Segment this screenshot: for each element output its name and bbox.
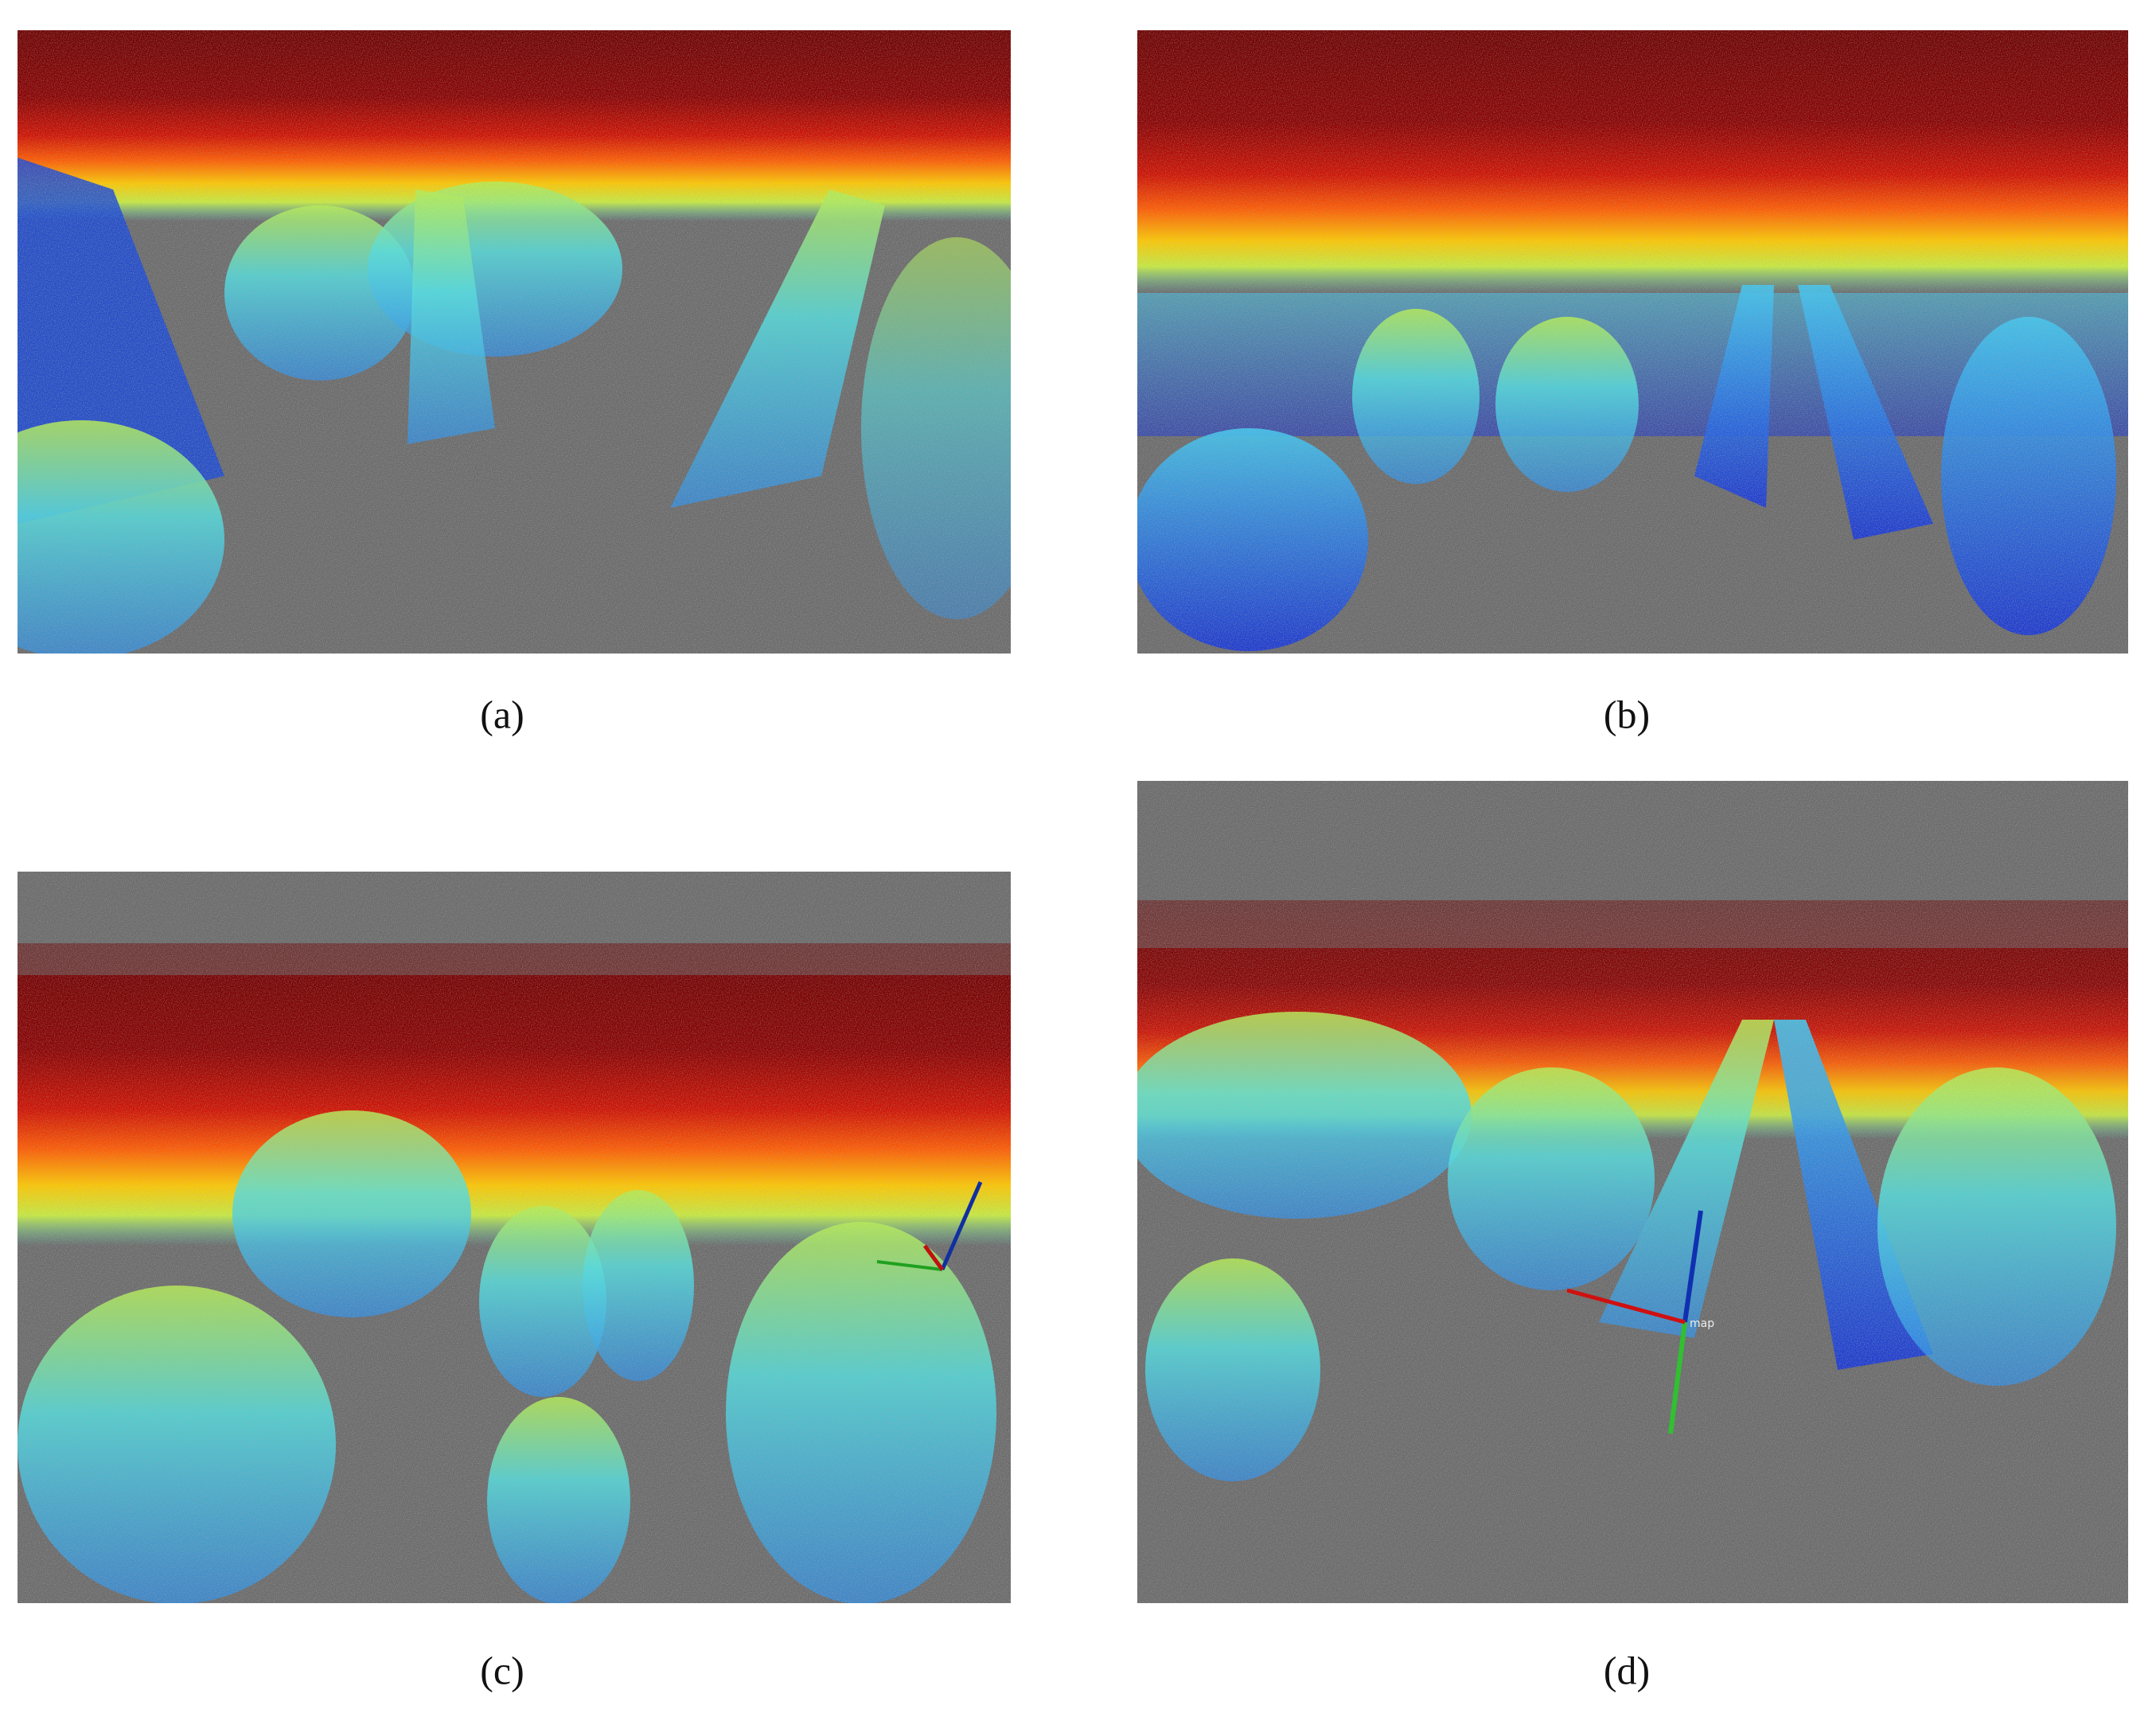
- panel-label: (b): [1604, 692, 1650, 736]
- panel-label: (a): [480, 692, 524, 736]
- panel-image: map: [1137, 781, 2128, 1603]
- axis-annotation: map: [1690, 1317, 1714, 1330]
- panel-image: [1137, 30, 2128, 654]
- panel-label: (c): [480, 1648, 524, 1692]
- panel-image: [18, 30, 1011, 654]
- panel-label: (d): [1604, 1648, 1650, 1692]
- panel-image: [18, 872, 1011, 1603]
